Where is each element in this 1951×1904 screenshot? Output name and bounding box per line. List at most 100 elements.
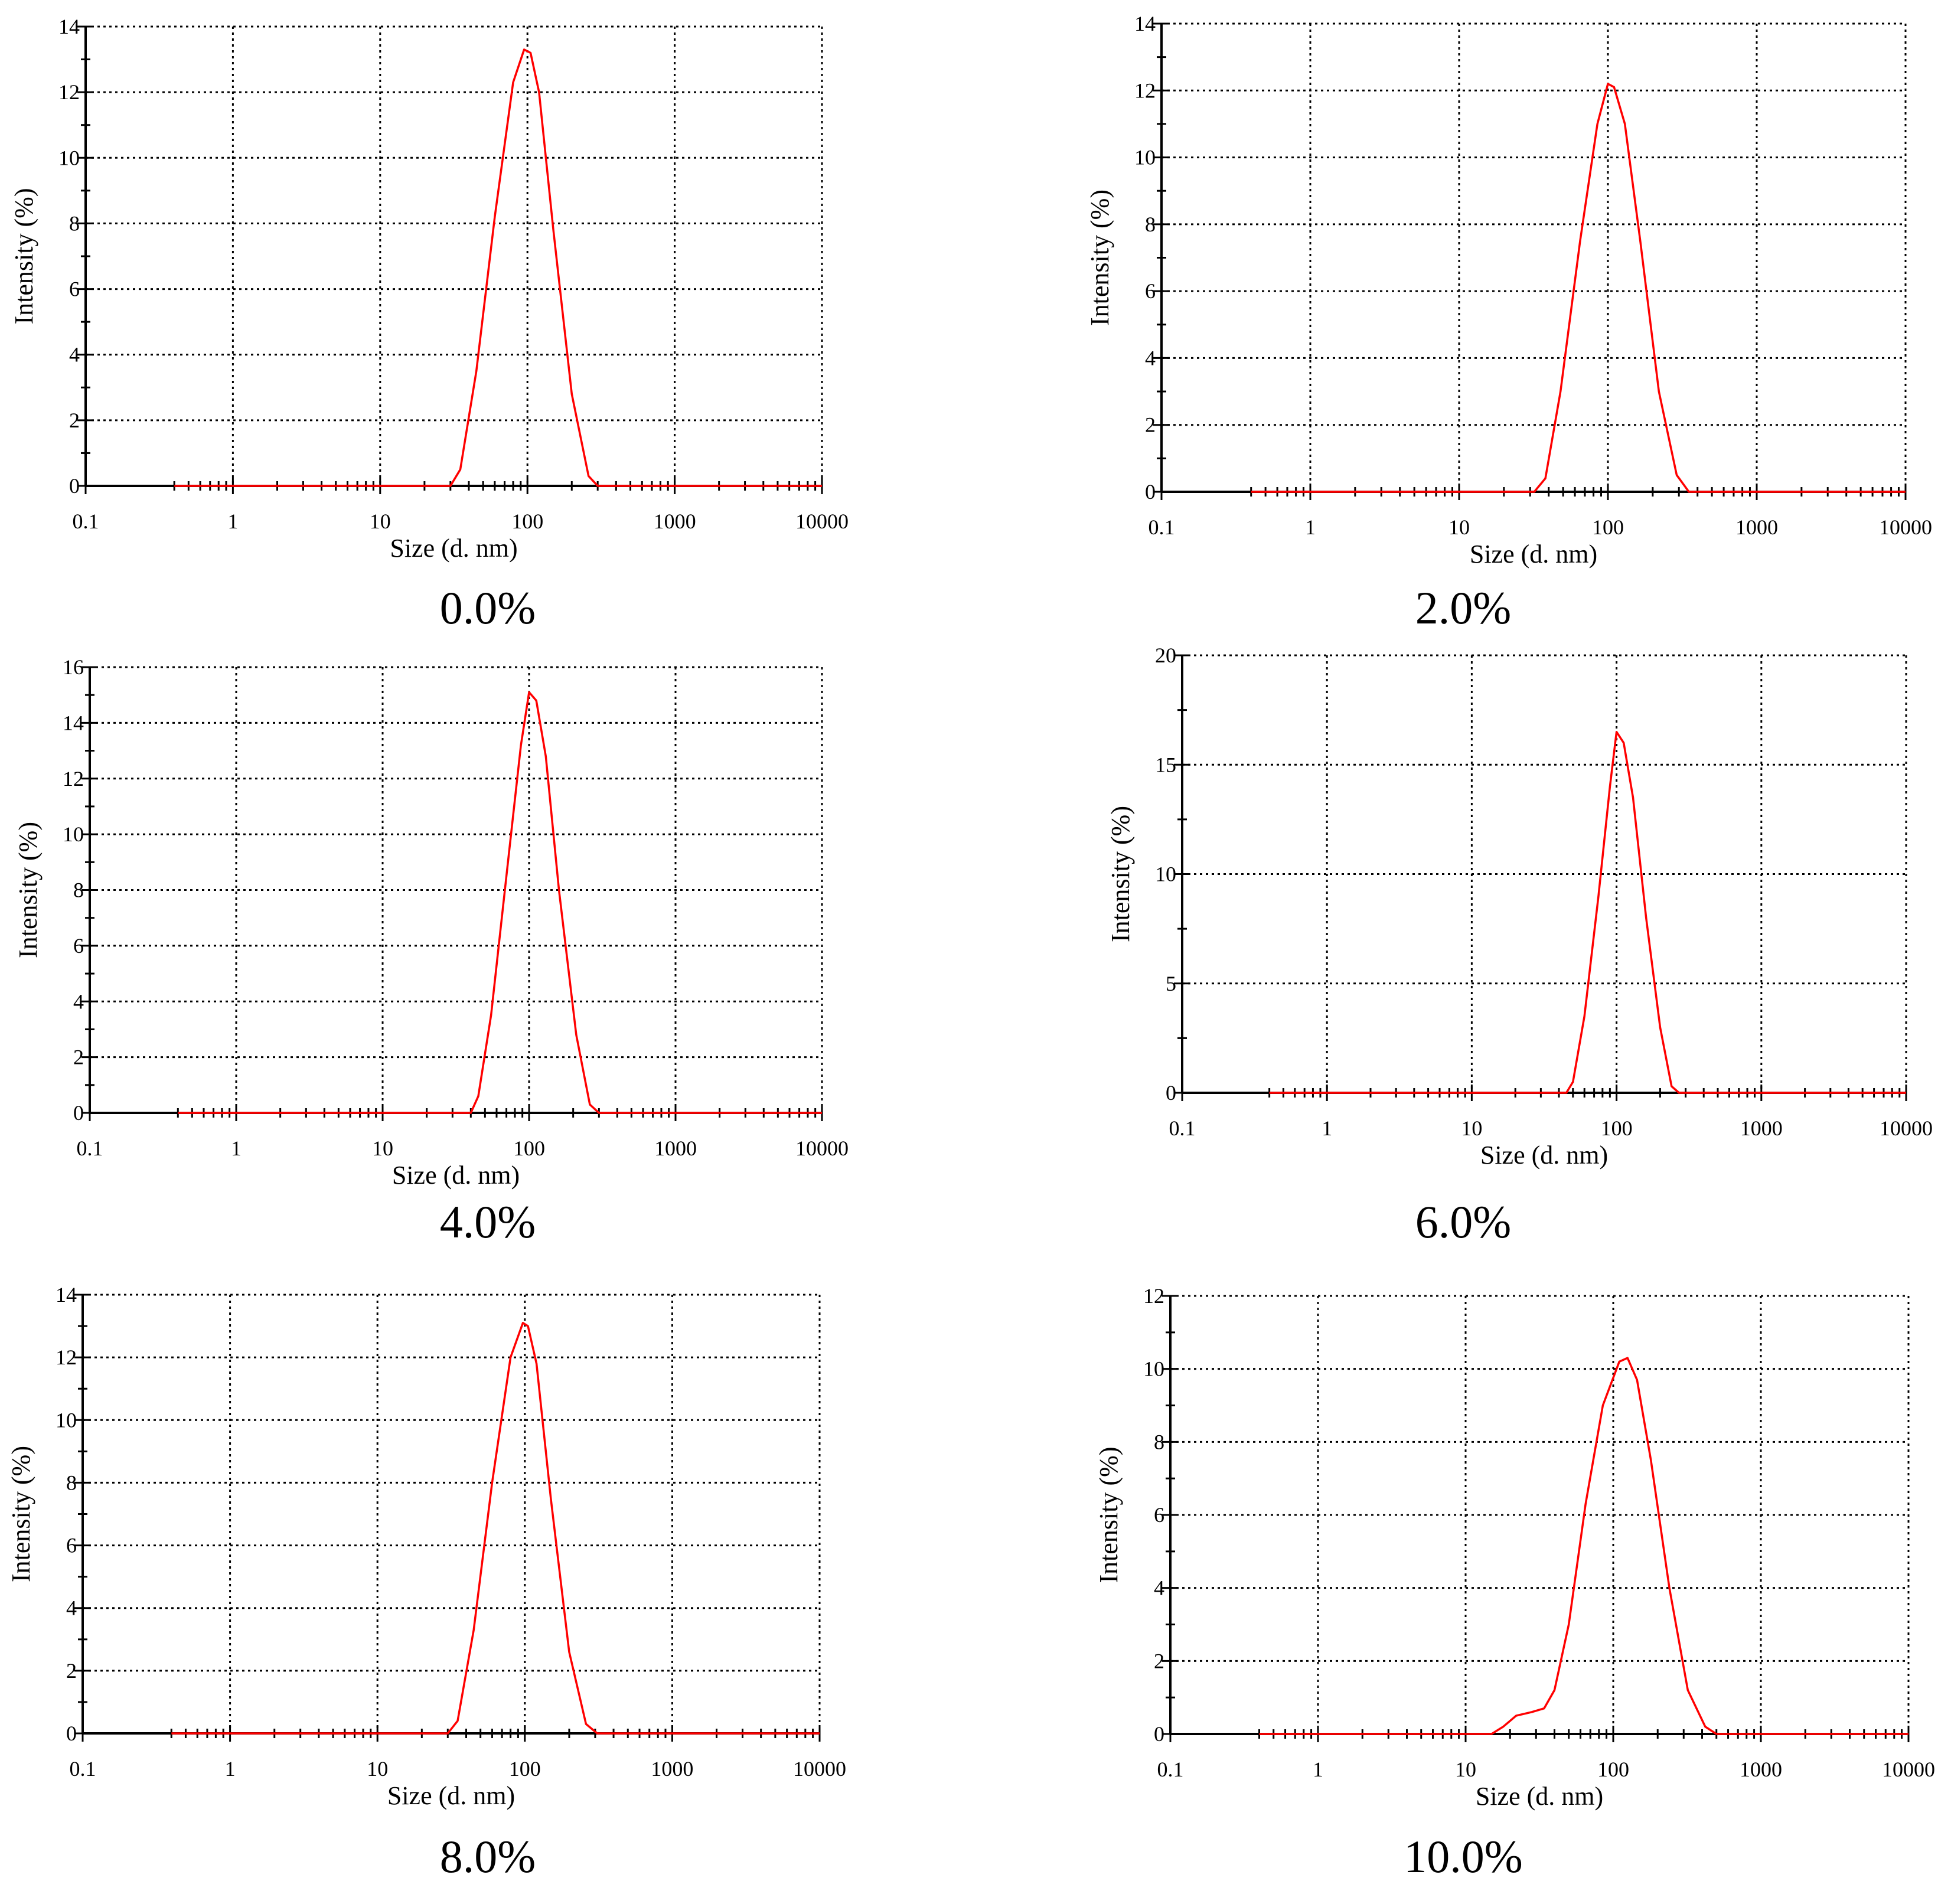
y-tick-label: 2 (1145, 413, 1156, 437)
y-tick-label: 5 (1166, 972, 1176, 995)
y-tick-label: 4 (73, 989, 84, 1013)
dls-chart-4: 0 2 4 6 8 10 12 14 0.1 1 10 100 1000 10000 Size (d. nm… (6, 1283, 846, 1810)
x-axis-label: Size (d. nm) (392, 1161, 520, 1190)
y-tick-label: 4 (69, 343, 80, 367)
x-tick-label: 1 (231, 1136, 242, 1160)
y-tick-label: 6 (73, 934, 84, 958)
caption-2: 4.0% (439, 1196, 536, 1247)
grid (84, 25, 823, 487)
x-tick-label: 1 (1313, 1758, 1323, 1781)
grid (1169, 1295, 1910, 1735)
y-tick-label: 10 (1134, 146, 1156, 169)
x-ticks: 0.1 1 10 100 1000 10000 (1149, 484, 1932, 539)
y-tick-label: 10 (1155, 863, 1176, 886)
x-tick-label: 10 (370, 510, 391, 533)
caption-0: 0.0% (439, 582, 536, 633)
y-tick-label: 4 (1154, 1576, 1164, 1600)
x-tick-label: 10000 (795, 510, 849, 533)
y-ticks: 0 5 10 15 20 (1155, 644, 1190, 1105)
x-tick-label: 10000 (1882, 1758, 1935, 1781)
x-tick-label: 100 (509, 1757, 541, 1781)
x-tick-label: 10 (1455, 1758, 1476, 1781)
y-ticks: 0 2 4 6 8 10 12 14 (58, 15, 94, 498)
y-tick-label: 2 (1154, 1649, 1164, 1673)
y-ticks: 0 2 4 6 8 10 12 14 16 (63, 655, 98, 1125)
x-tick-label: 0.1 (73, 510, 99, 533)
x-tick-label: 100 (1597, 1758, 1629, 1781)
chart-panel-4: 0 2 4 6 8 10 12 14 0.1 1 10 100 1000 10000 Size (d. nm… (0, 1269, 976, 1904)
y-tick-label: 0 (69, 474, 80, 498)
y-tick-label: 12 (1134, 79, 1156, 102)
y-ticks: 0 2 4 6 8 10 12 (1143, 1284, 1179, 1746)
y-tick-label: 10 (63, 822, 84, 846)
y-tick-label: 12 (1143, 1284, 1164, 1308)
x-axis-label: Size (d. nm) (387, 1781, 515, 1810)
y-ticks: 0 2 4 6 8 10 12 14 (1134, 12, 1170, 504)
caption-3: 6.0% (1415, 1196, 1512, 1247)
grid (1181, 654, 1907, 1094)
y-tick-label: 12 (58, 80, 80, 104)
chart-panel-2: 0 2 4 6 8 10 12 14 16 0.1 1 10 100 1000 10000 Size (d. … (0, 635, 976, 1269)
x-tick-label: 0.1 (1169, 1116, 1196, 1140)
y-axis-label: Intensity (%) (14, 822, 43, 958)
x-tick-label: 10000 (1880, 1116, 1933, 1140)
y-tick-label: 8 (1145, 213, 1156, 236)
chart-panel-5: 0 2 4 6 8 10 12 0.1 1 10 100 1000 10000 Size (d. nm) I… (976, 1269, 1951, 1904)
y-tick-label: 0 (73, 1101, 84, 1125)
caption-4: 8.0% (439, 1831, 536, 1882)
y-tick-label: 6 (1145, 279, 1156, 303)
y-tick-label: 16 (63, 655, 84, 679)
x-tick-label: 0.1 (1149, 515, 1175, 539)
dls-chart-2: 0 2 4 6 8 10 12 14 16 0.1 1 10 100 1000 10000 Size (d. … (14, 655, 849, 1190)
y-tick-label: 14 (58, 15, 80, 38)
intensity-curve (174, 48, 822, 487)
caption-1: 2.0% (1415, 582, 1512, 633)
dls-chart-1: 0 2 4 6 8 10 12 14 0.1 1 10 100 1000 10000 Size (d. nm… (1085, 12, 1932, 569)
x-tick-label: 1000 (654, 1136, 697, 1160)
x-tick-label: 100 (1601, 1116, 1633, 1140)
y-tick-label: 20 (1155, 644, 1176, 667)
intensity-curve (178, 691, 822, 1114)
y-tick-label: 10 (56, 1408, 77, 1432)
intensity-curve (171, 1322, 820, 1735)
x-tick-label: 10 (1448, 515, 1470, 539)
caption-5: 10.0% (1404, 1831, 1523, 1882)
y-tick-label: 8 (73, 878, 84, 902)
x-tick-label: 10 (372, 1136, 393, 1160)
x-axis-label: Size (d. nm) (1470, 540, 1597, 569)
x-tick-label: 1000 (1740, 1758, 1782, 1781)
grid (1160, 22, 1907, 493)
grid (89, 666, 823, 1114)
dls-chart-3: 0 5 10 15 20 0.1 1 10 100 1000 10000 Size (d. nm) In… (1106, 644, 1933, 1170)
dls-chart-0: 0 2 4 6 8 10 12 14 0.1 1 10 100 1000 10000 Size (d. nm… (9, 15, 849, 563)
x-axis-label: Size (d. nm) (390, 534, 517, 563)
y-tick-label: 2 (73, 1046, 84, 1069)
y-tick-label: 0 (1154, 1722, 1164, 1746)
y-tick-label: 8 (66, 1471, 77, 1494)
x-tick-label: 10 (367, 1757, 388, 1781)
y-tick-label: 14 (56, 1283, 77, 1307)
x-axis-label: Size (d. nm) (1476, 1782, 1603, 1811)
y-tick-label: 10 (58, 146, 80, 169)
x-tick-label: 1 (1322, 1116, 1332, 1140)
x-ticks: 0.1 1 10 100 1000 10000 (73, 478, 849, 533)
y-tick-label: 10 (1143, 1357, 1164, 1381)
x-tick-label: 1000 (651, 1757, 693, 1781)
y-tick-label: 6 (69, 277, 80, 301)
x-tick-label: 1000 (1735, 515, 1778, 539)
chart-panel-3: 0 5 10 15 20 0.1 1 10 100 1000 10000 Size (d. nm) In… (976, 635, 1951, 1269)
dls-chart-5: 0 2 4 6 8 10 12 0.1 1 10 100 1000 10000 Size (d. nm) I… (1094, 1284, 1935, 1811)
x-tick-label: 1000 (1740, 1116, 1783, 1140)
y-axis-label: Intensity (%) (9, 188, 38, 325)
y-axis-label: Intensity (%) (1106, 806, 1135, 942)
x-tick-label: 100 (511, 510, 543, 533)
y-tick-label: 2 (69, 409, 80, 432)
x-tick-label: 10 (1461, 1116, 1482, 1140)
y-tick-label: 6 (66, 1534, 77, 1557)
y-ticks: 0 2 4 6 8 10 12 14 (56, 1283, 91, 1745)
y-tick-label: 0 (1166, 1081, 1176, 1105)
x-tick-label: 1 (1305, 515, 1316, 539)
y-axis-label: Intensity (%) (6, 1446, 35, 1582)
x-axis-label: Size (d. nm) (1480, 1141, 1608, 1170)
y-tick-label: 12 (63, 767, 84, 791)
